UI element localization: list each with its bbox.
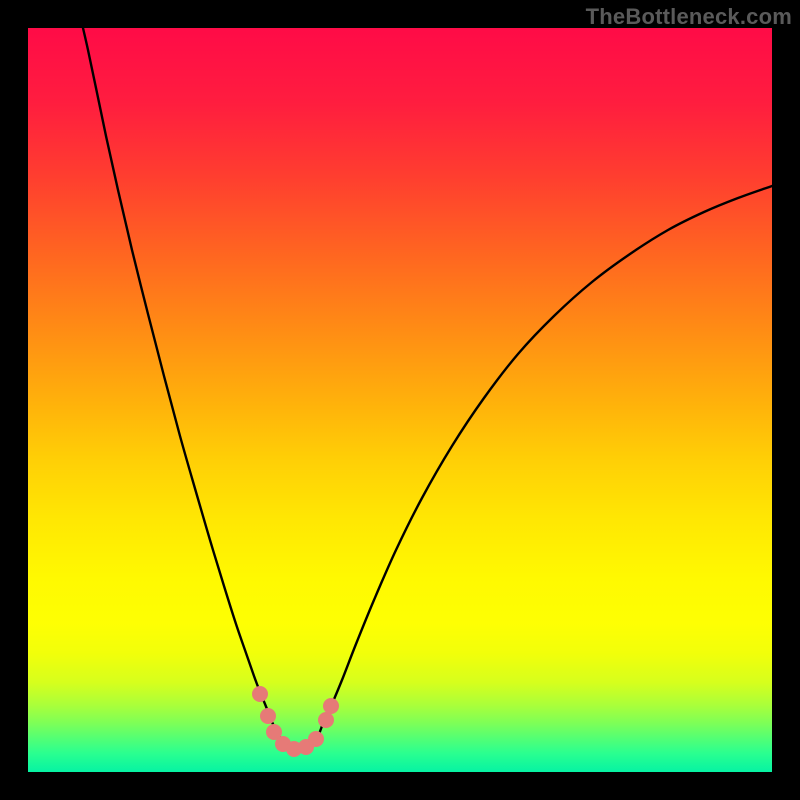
marker-dot (308, 731, 324, 747)
curve-layer (28, 28, 772, 772)
plot-area (28, 28, 772, 772)
marker-dot (260, 708, 276, 724)
left-branch-curve (83, 28, 275, 728)
watermark-text: TheBottleneck.com (586, 4, 792, 30)
marker-group (252, 686, 339, 757)
marker-dot (318, 712, 334, 728)
right-branch-curve (322, 186, 772, 726)
marker-dot (252, 686, 268, 702)
marker-dot (323, 698, 339, 714)
chart-container: TheBottleneck.com (0, 0, 800, 800)
